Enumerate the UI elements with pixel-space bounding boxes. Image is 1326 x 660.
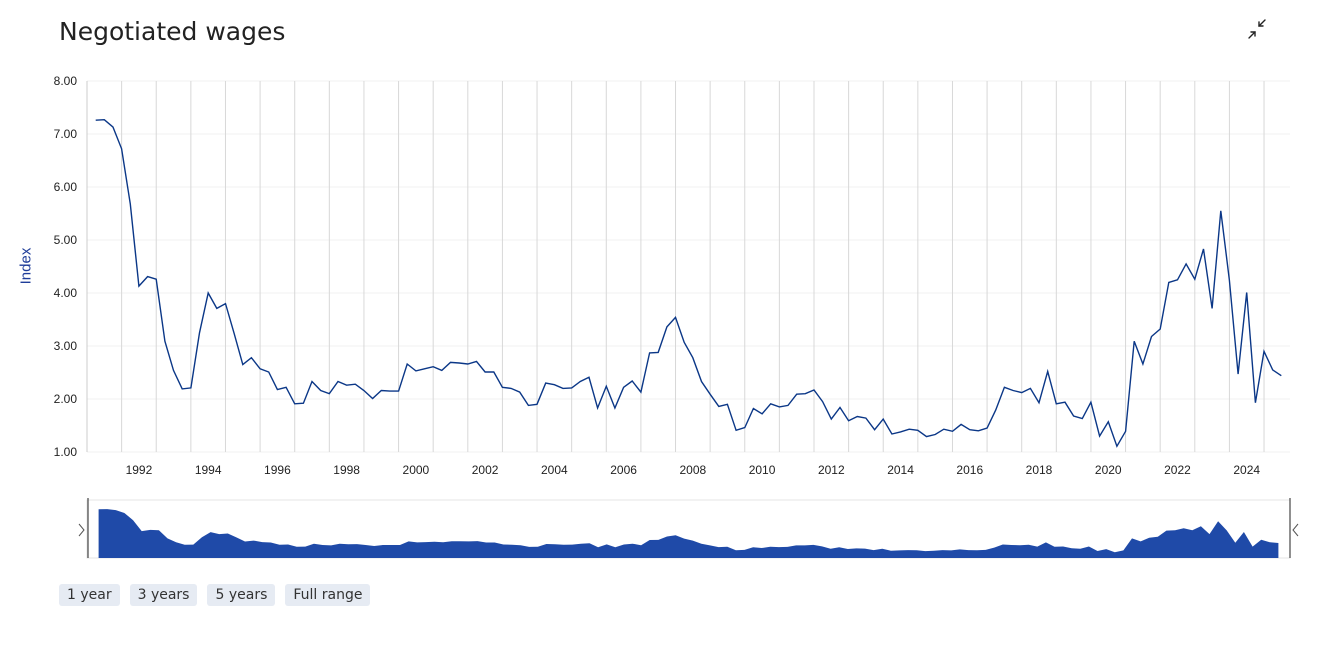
navigator-series-area (98, 509, 1279, 558)
x-tick-label: 1992 (126, 463, 153, 477)
x-tick-label: 2022 (1164, 463, 1191, 477)
series-line (95, 118, 1282, 448)
grid-lines (86, 80, 1290, 453)
y-tick-label: 3.00 (54, 339, 78, 353)
x-tick-label: 2016 (956, 463, 983, 477)
x-tick-label: 2024 (1233, 463, 1260, 477)
y-tick-label: 5.00 (54, 233, 78, 247)
x-tick-label: 2004 (541, 463, 568, 477)
navigator (78, 498, 1299, 559)
x-tick-label: 1994 (195, 463, 222, 477)
navigator-left-handle-icon[interactable] (78, 523, 85, 537)
y-tick-label: 4.00 (54, 286, 78, 300)
y-tick-label: 2.00 (54, 392, 78, 406)
range-full-button[interactable]: Full range (285, 584, 371, 606)
collapse-arrows-icon (1248, 19, 1266, 39)
x-tick-label: 2010 (749, 463, 776, 477)
navigator-right-handle-icon[interactable] (1292, 523, 1299, 537)
y-axis-ticks: 1.00 2.00 3.00 4.00 5.00 6.00 7.00 8.00 (54, 74, 78, 459)
x-tick-label: 2002 (472, 463, 499, 477)
chart-title: Negotiated wages (59, 17, 286, 46)
range-3-years-button[interactable]: 3 years (129, 584, 198, 606)
x-tick-label: 2018 (1026, 463, 1053, 477)
y-tick-label: 6.00 (54, 180, 78, 194)
range-1-year-button[interactable]: 1 year (59, 584, 120, 606)
collapse-button[interactable] (1244, 17, 1270, 43)
y-tick-label: 7.00 (54, 127, 78, 141)
y-tick-label: 8.00 (54, 74, 78, 88)
range-5-years-button[interactable]: 5 years (207, 584, 276, 606)
x-tick-label: 2006 (610, 463, 637, 477)
x-tick-label: 2008 (679, 463, 706, 477)
x-tick-label: 2014 (887, 463, 914, 477)
x-axis-ticks: 1992 1994 1996 1998 2000 2002 2004 2006 2008 2010… (126, 463, 1261, 477)
x-tick-label: 2012 (818, 463, 845, 477)
x-tick-label: 2020 (1095, 463, 1122, 477)
range-selector: 1 year 3 years 5 years Full range (59, 584, 371, 606)
x-tick-label: 2000 (403, 463, 430, 477)
x-tick-label: 1996 (264, 463, 291, 477)
y-tick-label: 1.00 (54, 445, 78, 459)
x-tick-label: 1998 (333, 463, 360, 477)
